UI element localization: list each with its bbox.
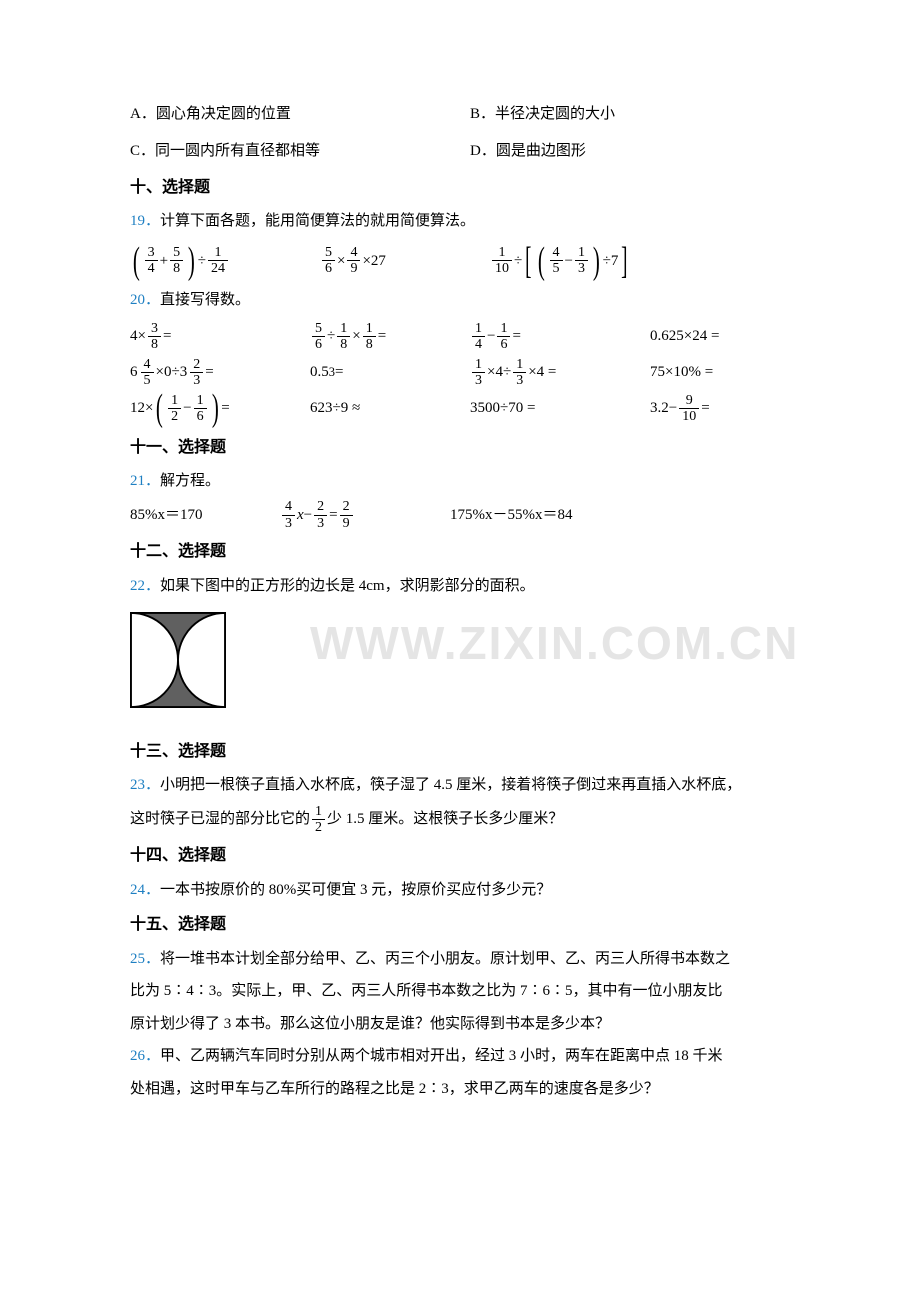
formula-row-3: 12×(12−16)= 623÷9 ≈ 3500÷70 = 3.2−910=	[130, 391, 790, 427]
q25-number: 25．	[130, 951, 160, 967]
q23-text-line2: 这时筷子已湿的部分比它的 12 少 1.5 厘米。这根筷子长多少厘米？	[130, 804, 790, 836]
q20-text: 直接写得数。	[160, 292, 250, 308]
q26-text: 甲、乙两辆汽车同时分别从两个城市相对开出，经过 3 小时，两车在距离中点 18 …	[160, 1048, 723, 1064]
q23-text: 小明把一根筷子直插入水杯底，筷子湿了 4.5 厘米，接着将筷子倒过来再直插入水杯…	[160, 777, 741, 793]
formula-19-2: 56 × 49 ×27	[320, 245, 490, 277]
q26-text-line2: 处相遇，这时甲车与乙车所行的路程之比是 2∶3，求甲乙两车的速度各是多少？	[130, 1075, 790, 1104]
formula-row-2: 645×0÷323= 0.53 = 13×4÷13×4 = 75×10% =	[130, 355, 790, 391]
section-11-header: 十一、选择题	[130, 433, 790, 463]
q23-number: 23．	[130, 777, 160, 793]
option-a: A．圆心角决定圆的位置	[130, 100, 470, 129]
section-15-header: 十五、选择题	[130, 910, 790, 940]
section-12-header: 十二、选择题	[130, 537, 790, 567]
q26-number: 26．	[130, 1048, 160, 1064]
option-d: D．圆是曲边图形	[470, 137, 586, 166]
section-13-header: 十三、选择题	[130, 737, 790, 767]
q24-text: 一本书按原价的 80%买可便宜 3 元，按原价买应付多少元？	[160, 882, 551, 898]
formula-19-1: ( 34 + 58 ) ÷ 124	[130, 244, 320, 278]
section-14-header: 十四、选择题	[130, 841, 790, 871]
q24-number: 24．	[130, 882, 160, 898]
q21-text: 解方程。	[160, 473, 220, 489]
section-10-header: 十、选择题	[130, 173, 790, 203]
q21-number: 21．	[130, 473, 160, 489]
formula-row-1: 4×38= 56÷18×18= 14−16= 0.625×24 =	[130, 319, 790, 355]
q25-text: 将一堆书本计划全部分给甲、乙、丙三个小朋友。原计划甲、乙、丙三人所得书本数之	[160, 951, 730, 967]
q19-text: 计算下面各题，能用简便算法的就用简便算法。	[160, 213, 475, 229]
q25-text-line3: 原计划少得了 3 本书。那么这位小朋友是谁？他实际得到书本是多少本？	[130, 1010, 790, 1039]
q20-number: 20．	[130, 292, 160, 308]
option-b: B．半径决定圆的大小	[470, 100, 615, 129]
q22-figure	[130, 612, 790, 719]
q22-number: 22．	[130, 578, 160, 594]
formula-19-3: 110 ÷ [ ( 45 − 13 ) ÷7 ]	[490, 244, 631, 278]
equation-row-21: 85%x＝170 43x−23=29 175%x－55%x＝84	[130, 499, 790, 531]
option-c: C．同一圆内所有直径都相等	[130, 137, 470, 166]
q22-text: 如果下图中的正方形的边长是 4cm，求阴影部分的面积。	[160, 578, 535, 594]
q25-text-line2: 比为 5∶4∶3。实际上，甲、乙、丙三人所得书本数之比为 7∶6∶5，其中有一位…	[130, 977, 790, 1006]
q19-number: 19．	[130, 213, 160, 229]
